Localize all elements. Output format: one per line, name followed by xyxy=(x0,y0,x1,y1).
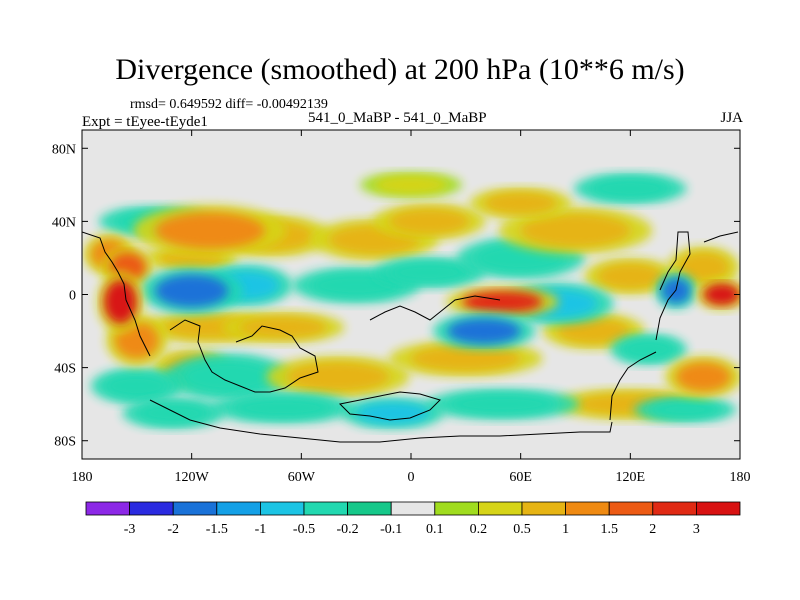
contour-blob xyxy=(447,318,521,344)
x-tick-label: 180 xyxy=(72,470,93,485)
x-tick-label: 60W xyxy=(288,470,316,485)
contour-blob xyxy=(648,400,722,419)
colorbar-box xyxy=(172,501,218,516)
contour-blob xyxy=(389,261,470,284)
contour-blob xyxy=(462,290,543,313)
colorbar-box xyxy=(608,501,654,516)
colorbar-box xyxy=(565,501,610,516)
colorbar-box xyxy=(477,501,523,516)
colorbar-label: 3 xyxy=(693,522,700,537)
colorbar-label: 1 xyxy=(562,522,569,537)
contour-blob xyxy=(447,393,558,416)
x-tick-label: 120E xyxy=(616,470,646,485)
contour-blob xyxy=(103,373,170,399)
colorbar-label: -2 xyxy=(167,522,179,537)
contour-blob xyxy=(661,278,691,304)
y-tick-label: 80N xyxy=(52,142,76,157)
contour-blob xyxy=(703,283,740,306)
colorbar-box xyxy=(434,501,479,516)
colorbar-label: 0.5 xyxy=(513,522,531,537)
y-tick-label: 0 xyxy=(69,289,76,304)
colorbar-box xyxy=(85,501,130,516)
chart-title: Divergence (smoothed) at 200 hPa (10**6 … xyxy=(115,53,685,86)
contour-blob xyxy=(484,192,558,215)
contour-blob xyxy=(182,360,274,394)
contour-blob xyxy=(155,212,265,249)
contour-blob xyxy=(286,362,390,392)
contour-blob xyxy=(590,177,671,200)
x-tick-label: 120W xyxy=(175,470,210,485)
contour-blob xyxy=(621,338,677,361)
colorbar-label: 2 xyxy=(649,522,656,537)
contour-blob xyxy=(103,279,137,324)
contour-blob xyxy=(557,318,631,344)
contour-blob xyxy=(231,396,335,419)
experiment-label: Expt = tEyee-tEyde1 xyxy=(82,114,208,130)
contour-blob xyxy=(411,345,521,372)
y-tick-label: 40S xyxy=(54,362,76,377)
x-tick-label: 180 xyxy=(730,470,751,485)
y-tick-label: 80S xyxy=(54,435,76,450)
contour-blob xyxy=(136,402,210,425)
colorbar-box xyxy=(696,501,741,516)
stats-line: rmsd= 0.649592 diff= -0.00492139 xyxy=(130,97,328,112)
cases-label: 541_0_MaBP - 541_0_MaBP xyxy=(308,110,487,126)
colorbar-label: 1.5 xyxy=(600,522,618,537)
colorbar-label: -1.5 xyxy=(206,522,228,537)
x-tick-label: 60E xyxy=(509,470,532,485)
contour-blob xyxy=(389,208,470,235)
colorbar-box xyxy=(259,501,305,516)
contour-blob xyxy=(676,362,731,392)
contour-blob xyxy=(239,316,327,339)
colorbar-box xyxy=(390,501,436,516)
colorbar-box xyxy=(521,501,566,516)
contour-blob xyxy=(356,402,430,425)
contour-blob xyxy=(155,274,229,308)
x-tick-label: 0 xyxy=(408,470,415,485)
coastline-outline xyxy=(82,231,739,443)
colorbar-label: -0.1 xyxy=(380,522,402,537)
colorbar-box xyxy=(652,501,697,516)
y-tick-label: 40N xyxy=(52,215,76,230)
contour-blob xyxy=(520,214,631,247)
colorbar-label: 0.1 xyxy=(426,522,444,537)
colorbar-box xyxy=(129,501,174,516)
colorbar-box xyxy=(303,501,348,516)
colorbar-box xyxy=(216,501,261,516)
contour-blob xyxy=(677,252,730,282)
colorbar-label: -3 xyxy=(124,522,136,537)
contour-blob xyxy=(374,175,448,194)
colorbar-label: -0.2 xyxy=(337,522,359,537)
contour-blob xyxy=(597,263,664,290)
season-label: JJA xyxy=(720,110,743,126)
colorbar-label: 0.2 xyxy=(470,522,488,537)
colorbar-label: -0.5 xyxy=(293,522,315,537)
colorbar-box xyxy=(347,501,392,516)
colorbar-label: -1 xyxy=(255,522,267,537)
